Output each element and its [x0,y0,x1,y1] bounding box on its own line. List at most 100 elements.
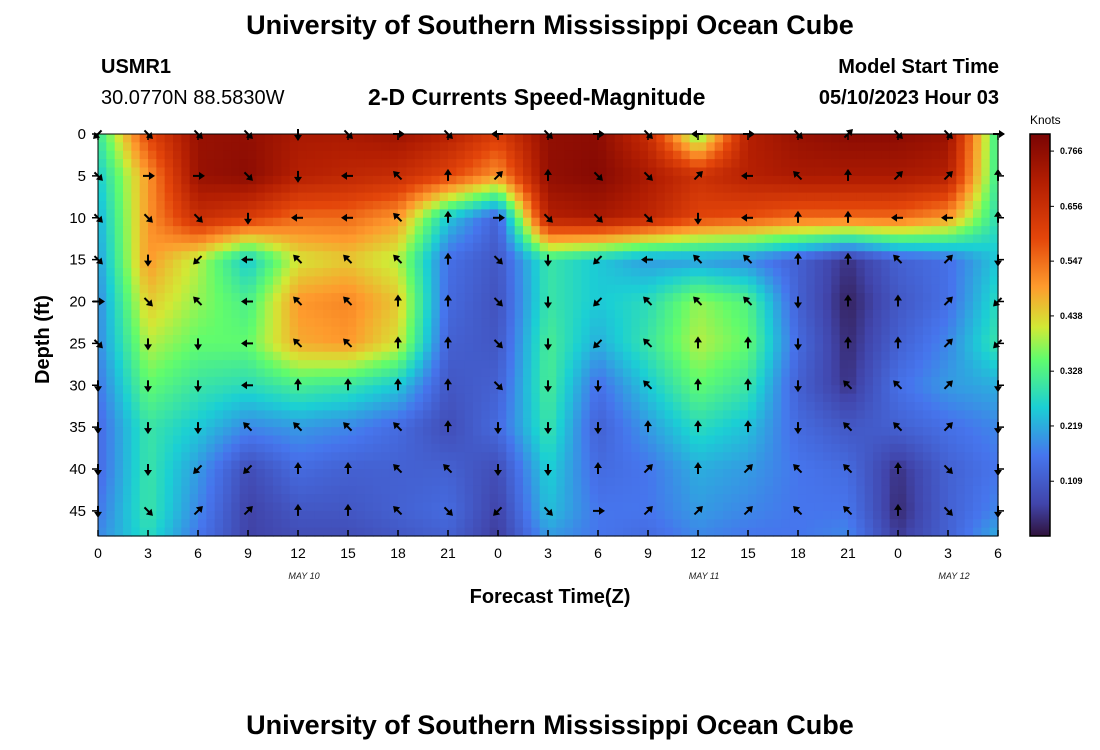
heat-cell [148,410,157,420]
heat-cell [548,494,557,504]
heat-cell [381,469,391,478]
heat-cell [431,251,441,261]
heat-cell [573,192,582,202]
heat-cell [114,217,124,227]
heat-cell [489,393,499,403]
heat-cell [764,368,774,378]
heat-cell [239,494,249,504]
heat-cell [864,134,874,143]
heat-cell [956,360,966,370]
heat-cell [664,410,674,420]
heat-cell [714,410,724,420]
heat-cell [731,284,741,294]
heat-cell [573,201,582,210]
heat-cell [564,159,574,169]
heat-cell [356,502,366,512]
heat-cell [214,192,224,202]
heat-cell [548,268,557,277]
heat-cell [873,477,882,487]
heat-cell [698,318,707,328]
heat-cell [131,201,141,210]
heat-cell [106,418,116,428]
heat-cell [239,460,249,470]
heat-cell [281,418,291,428]
heat-cell [98,284,107,294]
heat-cell [773,167,782,177]
heat-cell [448,276,457,286]
heat-cell [514,452,524,462]
heat-cell [231,217,241,227]
heat-cell [298,301,307,311]
heat-cell [881,435,891,445]
heat-cell [139,234,149,244]
heat-cell [789,276,799,286]
heat-cell [356,209,366,219]
heat-cell [498,251,507,261]
heat-cell [898,335,907,344]
heat-cell [939,326,949,336]
heat-cell [564,268,574,277]
heat-cell [189,402,199,411]
heat-cell [464,293,474,303]
heat-cell [864,494,874,504]
heat-cell [739,510,749,520]
heat-cell [648,251,657,261]
heat-cell [973,477,982,487]
heat-cell [914,217,924,227]
heat-cell [723,443,732,453]
heat-cell [331,494,341,504]
heat-cell [173,184,182,194]
heat-cell [923,435,932,445]
heat-cell [839,150,849,160]
heat-cell [648,435,657,445]
heat-cell [864,418,874,428]
heat-cell [398,343,407,353]
heat-cell [489,410,499,420]
heat-cell [714,510,724,520]
heat-cell [356,301,366,311]
heat-cell [814,360,824,370]
heat-cell [123,184,132,194]
heat-cell [823,427,832,437]
heat-cell [214,510,224,520]
heat-cell [606,150,616,160]
heat-cell [323,443,332,453]
heat-cell [156,368,166,378]
heat-cell [914,502,924,512]
heat-cell [414,284,424,294]
heat-cell [964,217,974,227]
heat-cell [481,393,491,403]
heat-cell [164,293,174,303]
heat-cell [173,494,182,504]
heat-cell [264,217,274,227]
heat-cell [706,360,716,370]
heat-cell [598,402,607,411]
heat-cell [289,201,299,210]
heat-cell [198,201,207,210]
heat-cell [256,477,266,487]
heat-cell [281,427,291,437]
heat-cell [673,385,682,395]
heat-cell [481,360,491,370]
heat-cell [964,335,974,344]
heat-cell [973,435,982,445]
heat-cell [198,410,207,420]
heat-cell [823,393,832,403]
heat-cell [373,351,382,361]
heat-cell [939,343,949,353]
heat-cell [323,268,332,277]
heat-cell [823,209,832,219]
heat-cell [531,175,541,185]
heat-cell [206,402,216,411]
heat-cell [156,184,166,194]
heat-cell [406,385,416,395]
heat-cell [939,150,949,160]
heat-cell [106,402,116,411]
heat-cell [189,217,199,227]
heat-cell [131,427,141,437]
heat-cell [764,402,774,411]
heat-cell [723,469,732,478]
heat-cell [756,234,766,244]
heat-cell [889,427,899,437]
heat-cell [414,268,424,277]
